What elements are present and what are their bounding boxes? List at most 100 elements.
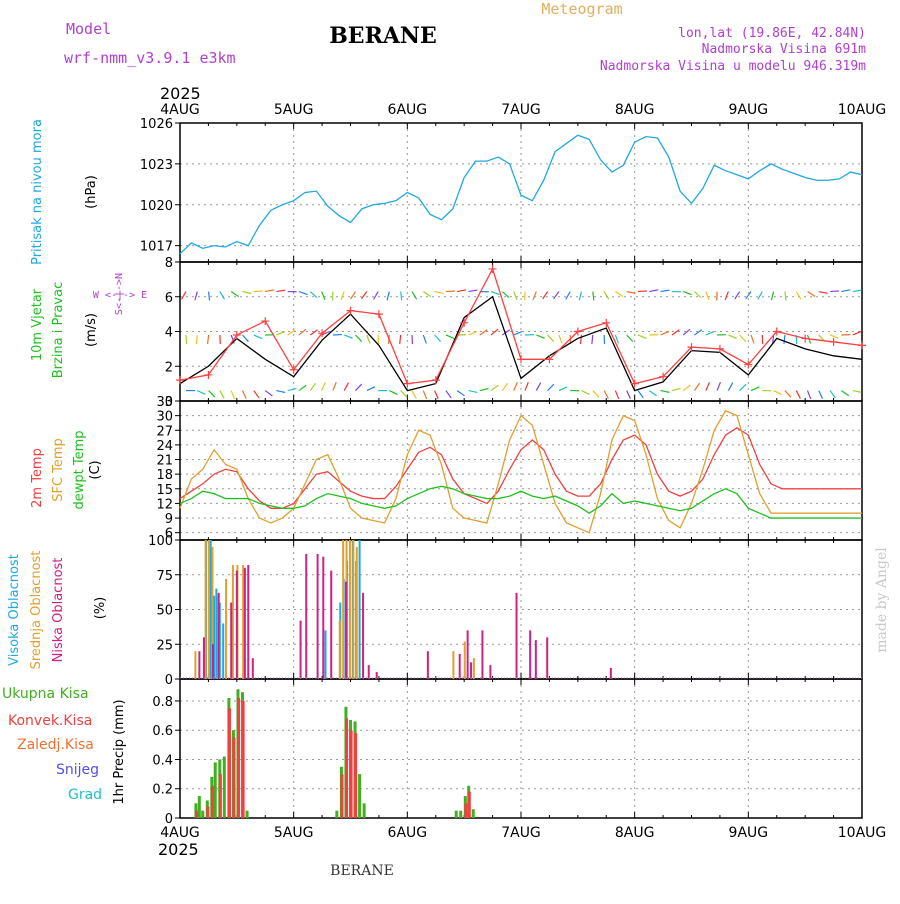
wind-barb [796,292,801,300]
wind-barb [435,391,439,399]
wind-barb [435,335,441,342]
wind-barb [423,335,426,343]
wind-barb [751,387,759,391]
bar-niska [470,662,472,679]
bar-niska [252,658,254,679]
model-name: wrf-nmm_v3.9.1 e3km [64,49,236,67]
year-bottom: 2025 [158,840,199,859]
temp-label-sfc: SFC Temp [51,438,66,502]
y-tick-label: 75 [156,569,173,584]
wind-barb [322,292,325,300]
wind-barb [615,391,618,399]
wind-barb [725,292,728,300]
wind-barb [310,330,317,335]
temp-label-2m: 2m Temp [30,448,45,508]
day-label-top: 7AUG [501,102,541,118]
wind-barb [480,330,487,335]
wind-barb [543,292,548,300]
bar-niska [427,651,429,679]
day-label-top: 8AUG [615,102,655,118]
bar-visoka [215,589,217,679]
wind-barb [310,383,315,390]
y-tick-label: 0.2 [152,783,173,798]
wind-barb [579,292,581,301]
wind-barb [853,290,862,291]
y-tick-label: 18 [156,468,173,483]
wind-barb [582,391,590,395]
y-tick-label: 1023 [140,158,173,173]
y-tick-label: 9 [165,512,173,527]
bar-niska [516,593,518,679]
bar-srednja [194,651,196,679]
y-tick-label: 0 [165,673,173,688]
wind-barb [186,335,187,344]
wind-barb [356,384,362,390]
wind-barb [536,383,540,391]
bar-visoka [359,540,361,679]
bar-konvek.kisa [237,698,240,818]
bar-niska [467,630,469,679]
bar-niska [218,593,220,679]
wind-barb [559,387,567,391]
bar-konvek.kisa [206,806,209,818]
y-tick-label: 100 [148,534,173,549]
gust-marker [517,355,525,363]
bar-ukupna-kisa [201,811,204,818]
wind-barb [751,335,754,343]
wind-barb [401,391,407,398]
wind-barb [830,335,838,338]
wind-barb [351,292,356,300]
footer-station: BERANE [330,863,394,879]
bar-ukupna-kisa [358,774,361,818]
wind-barb [771,292,773,301]
wind-barb [785,292,786,301]
wind-barb [469,391,478,393]
wind-barb [243,292,252,294]
wind-barb [254,291,263,292]
wind-barb [683,292,691,295]
bar-srednja [242,565,244,679]
wind-barb [389,391,397,395]
wind-barb [566,292,570,300]
gust-marker [375,310,383,318]
wind-barb [683,385,690,390]
wind-barb [785,391,791,398]
compass-vertical: S<-|->N [114,273,125,315]
y-tick-label: 15 [156,483,173,498]
wind-barb [554,292,559,299]
wind-barb [374,292,378,300]
wind-barb [533,292,536,300]
wind-barb [231,292,238,297]
wind-barb [796,391,800,399]
wind-barb [784,335,785,344]
bar-niska [345,582,347,679]
wind-barb [469,290,478,291]
wind-barb [683,329,690,335]
wind-barb [514,292,517,300]
wind-barb [423,292,430,297]
bar-niska [376,672,378,679]
panel-frame [180,401,862,540]
wind-barb [231,391,234,399]
wind-label-1: 10m Vjetar [30,288,45,361]
lonlat-text: lon,lat (19.86E, 42.84N) [678,26,866,41]
precip-legend-snow: Snijeg [56,762,99,778]
wind-barb [400,335,401,344]
wind-barb [254,335,262,339]
wind-barb [502,383,507,390]
day-label-bottom: 6AUG [388,825,428,841]
y-tick-label: 2 [165,360,173,375]
wind-barb [638,291,647,292]
wind-barb [706,292,709,300]
plot-area: 1017102010231026024686912151821242730330… [140,102,886,841]
wind-barb [661,290,670,291]
bar-ukupna-kisa [335,811,338,818]
wind-barb [758,292,762,300]
wind-barb [853,332,861,335]
gust-marker [830,338,838,346]
precip-legend-total: Ukupna Kisa [2,686,89,702]
day-label-bottom: 8AUG [615,825,655,841]
wind-barb [548,335,554,342]
y-tick-label: 1017 [140,240,173,255]
wind-barb [735,292,740,300]
